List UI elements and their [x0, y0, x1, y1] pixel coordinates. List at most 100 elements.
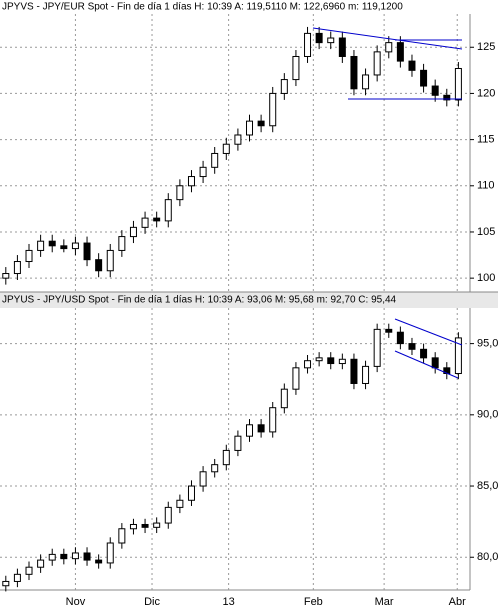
- candle-body: [199, 471, 207, 487]
- candle-body: [129, 523, 137, 530]
- candle-body: [327, 357, 335, 365]
- candle-body: [362, 365, 370, 384]
- candle-body: [71, 242, 79, 250]
- y-tick-label: 125: [477, 41, 495, 53]
- candle-body: [83, 242, 91, 261]
- candle-body: [95, 559, 103, 564]
- candle-body: [48, 240, 56, 247]
- candle-body: [106, 542, 114, 564]
- candle-body: [304, 360, 312, 369]
- candle-body: [60, 245, 68, 250]
- candle-body: [269, 407, 277, 433]
- candle-body: [118, 236, 126, 251]
- y-tick-label: 120: [477, 87, 495, 99]
- candle-body: [396, 42, 404, 62]
- candle-body: [420, 69, 428, 87]
- candle-body: [280, 79, 288, 94]
- candle-body: [164, 199, 172, 222]
- candle-body: [25, 566, 33, 575]
- candle-body: [396, 331, 404, 345]
- y-tick-label: 95,0: [477, 338, 498, 350]
- x-tick-label: Mar: [375, 596, 394, 608]
- candle-body: [25, 249, 33, 263]
- candle-body: [315, 357, 323, 362]
- trend-line: [394, 350, 459, 379]
- candle-body: [304, 32, 312, 57]
- candle-body: [257, 424, 265, 433]
- candle-body: [234, 134, 242, 145]
- candle-body: [211, 464, 219, 473]
- candle-body: [176, 185, 184, 201]
- candle-body: [199, 166, 207, 178]
- x-tick-label: Abr: [449, 596, 466, 608]
- y-tick-label: 80,0: [477, 551, 498, 563]
- candle-body: [176, 499, 184, 508]
- candle-body: [292, 367, 300, 390]
- candle-body: [280, 388, 288, 409]
- candle-body: [153, 522, 161, 528]
- panel-title: JPYVS - JPY/EUR Spot - Fin de día 1 días…: [2, 2, 403, 13]
- candle-body: [187, 485, 195, 501]
- x-tick-label: Nov: [66, 596, 86, 608]
- candle-body: [385, 328, 393, 333]
- candle-body: [443, 94, 451, 101]
- candle-body: [234, 435, 242, 451]
- candle-body: [141, 217, 149, 228]
- candle-body: [269, 92, 277, 127]
- candle-body: [37, 240, 45, 251]
- candle-body: [420, 348, 428, 359]
- candle-body: [48, 553, 56, 561]
- trend-line: [312, 27, 463, 50]
- y-tick-label: 85,0: [477, 480, 498, 492]
- candle-body: [164, 506, 172, 524]
- candle-body: [362, 74, 370, 90]
- candle-body: [373, 328, 381, 367]
- candle-body: [60, 553, 68, 560]
- candle-body: [71, 552, 79, 560]
- panel-title: JPYUS - JPY/USD Spot - Fin de día 1 días…: [2, 295, 397, 306]
- panel-header-band: [0, 292, 498, 308]
- candle-body: [187, 176, 195, 187]
- candle-body: [454, 67, 462, 101]
- x-tick-label: Feb: [304, 596, 323, 608]
- y-tick-label: 110: [477, 180, 495, 192]
- plot: Nov Dic 13 Feb Mar Abr 100 105 110 115 120 125 80,0 8…: [0, 14, 498, 608]
- candle-body: [350, 55, 358, 90]
- candle-body: [408, 60, 416, 71]
- y-tick-label: 105: [477, 226, 495, 238]
- candle-body: [222, 449, 230, 466]
- candle-body: [292, 55, 300, 81]
- candle-body: [13, 573, 21, 582]
- candle-body: [141, 523, 149, 528]
- candle-body: [257, 120, 265, 127]
- y-tick-label: 90,0: [477, 409, 498, 421]
- candle-body: [37, 559, 45, 568]
- candle-body: [153, 217, 161, 222]
- candle-body: [327, 37, 335, 44]
- candle-body: [338, 37, 346, 57]
- candle-body: [431, 357, 439, 369]
- candle-body: [431, 85, 439, 96]
- x-tick-label: Dic: [144, 596, 160, 608]
- candle-body: [211, 152, 219, 168]
- candle-body: [129, 226, 137, 238]
- candle-body: [350, 358, 358, 384]
- trend-line: [394, 318, 463, 346]
- candle-body: [373, 51, 381, 76]
- candle-body: [246, 424, 254, 437]
- candle-body: [315, 32, 323, 44]
- y-tick-label: 115: [477, 134, 495, 146]
- candle-body: [385, 42, 393, 53]
- y-tick-label: 100: [477, 272, 495, 284]
- candle-body: [2, 580, 10, 587]
- candle-body: [246, 120, 254, 136]
- candle-body: [408, 343, 416, 350]
- candle-body: [222, 143, 230, 154]
- x-tick-label: 13: [222, 596, 234, 608]
- candle-body: [2, 273, 10, 279]
- candle-body: [83, 552, 91, 561]
- candle-body: [338, 358, 346, 365]
- candle-body: [95, 259, 103, 272]
- candle-body: [118, 528, 126, 544]
